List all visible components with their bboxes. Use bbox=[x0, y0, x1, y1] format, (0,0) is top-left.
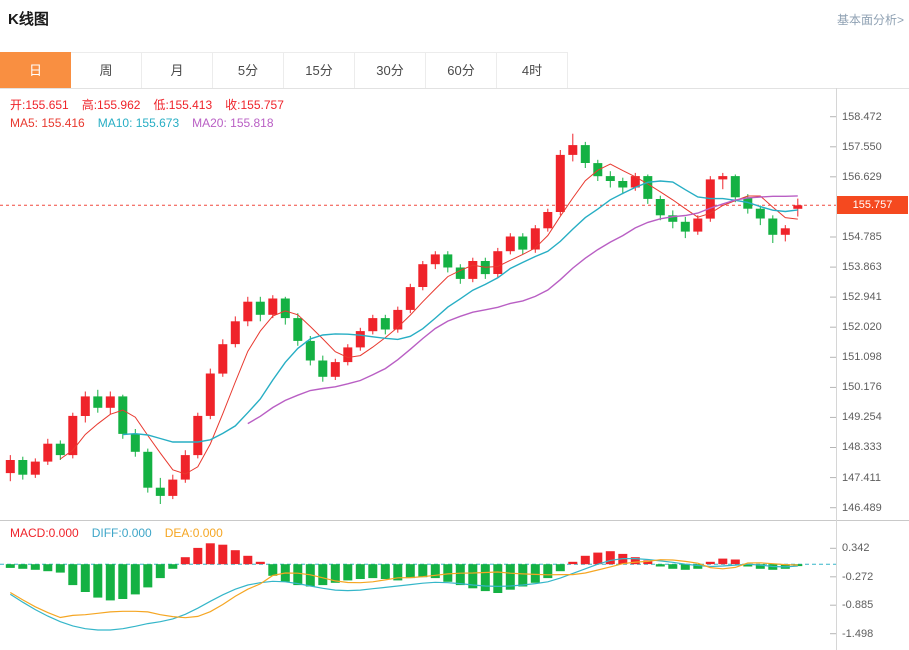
price-axis-label: 147.411 bbox=[842, 471, 881, 484]
low-value: 低:155.413 bbox=[153, 98, 213, 112]
main-chart[interactable]: 开:155.651 高:155.962 低:155.413 收:155.757 MA5… bbox=[0, 88, 909, 521]
price-axis-label: 151.098 bbox=[842, 351, 882, 364]
macd-axis-label: 0.342 bbox=[842, 542, 870, 555]
right-axis-line bbox=[836, 88, 837, 650]
ma10-value: MA10: 155.673 bbox=[97, 116, 180, 130]
price-axis-label: 154.785 bbox=[842, 230, 882, 243]
price-axis-label: 149.254 bbox=[842, 411, 882, 424]
page-title: K线图 bbox=[8, 11, 49, 28]
tab-60min[interactable]: 60分 bbox=[426, 52, 497, 88]
ohlc-readout: 开:155.651 高:155.962 低:155.413 收:155.757 bbox=[10, 96, 297, 113]
price-axis-label: 146.489 bbox=[842, 501, 882, 514]
diff-value: DIFF:0.000 bbox=[91, 526, 152, 540]
open-value: 开:155.651 bbox=[10, 98, 69, 112]
ma5-value: MA5: 155.416 bbox=[10, 116, 85, 130]
last-price-tag: 155.757 bbox=[837, 196, 908, 215]
macd-readout: MACD:0.000 DIFF:0.000 DEA:0.000 bbox=[10, 526, 236, 540]
macd-svg bbox=[0, 543, 836, 635]
macd-axis-label: -0.272 bbox=[842, 570, 874, 583]
high-value: 高:155.962 bbox=[81, 98, 141, 112]
price-axis-label: 156.629 bbox=[842, 170, 882, 183]
macd-value: MACD:0.000 bbox=[10, 526, 79, 540]
price-axis-label: 153.863 bbox=[842, 261, 882, 274]
price-axis: 158.472 157.550 156.629 154.785 153.863 152.9… bbox=[836, 89, 909, 521]
ma20-value: MA20: 155.818 bbox=[192, 116, 274, 130]
tab-month[interactable]: 月 bbox=[142, 52, 213, 88]
price-axis-label: 152.020 bbox=[842, 321, 882, 334]
tab-day[interactable]: 日 bbox=[0, 52, 71, 88]
tab-5min[interactable]: 5分 bbox=[213, 52, 284, 88]
ma-readout: MA5: 155.416 MA10: 155.673 MA20: 155.818 bbox=[10, 116, 287, 130]
tab-week[interactable]: 周 bbox=[71, 52, 142, 88]
close-value: 收:155.757 bbox=[225, 98, 284, 112]
candlestick-svg bbox=[0, 116, 836, 509]
dea-value: DEA:0.000 bbox=[164, 526, 223, 540]
macd-axis: 0.342 -0.272 -0.885 -1.498 bbox=[836, 521, 909, 650]
macd-axis-label: -1.498 bbox=[842, 627, 874, 640]
macd-panel[interactable]: MACD:0.000 DIFF:0.000 DEA:0.000 0.342 -0.27… bbox=[0, 520, 909, 650]
fundamental-analysis-link[interactable]: 基本面分析> bbox=[836, 13, 904, 27]
price-axis-label: 148.333 bbox=[842, 441, 882, 454]
period-tabs: 日 周 月 5分 15分 30分 60分 4时 bbox=[0, 52, 568, 88]
tab-4hour[interactable]: 4时 bbox=[497, 52, 568, 88]
price-axis-label: 157.550 bbox=[842, 140, 882, 153]
tab-15min[interactable]: 15分 bbox=[284, 52, 355, 88]
macd-axis-label: -0.885 bbox=[842, 599, 874, 612]
price-axis-label: 158.472 bbox=[842, 110, 882, 123]
tab-30min[interactable]: 30分 bbox=[355, 52, 426, 88]
price-axis-label: 150.176 bbox=[842, 381, 882, 394]
price-axis-label: 152.941 bbox=[842, 291, 882, 304]
